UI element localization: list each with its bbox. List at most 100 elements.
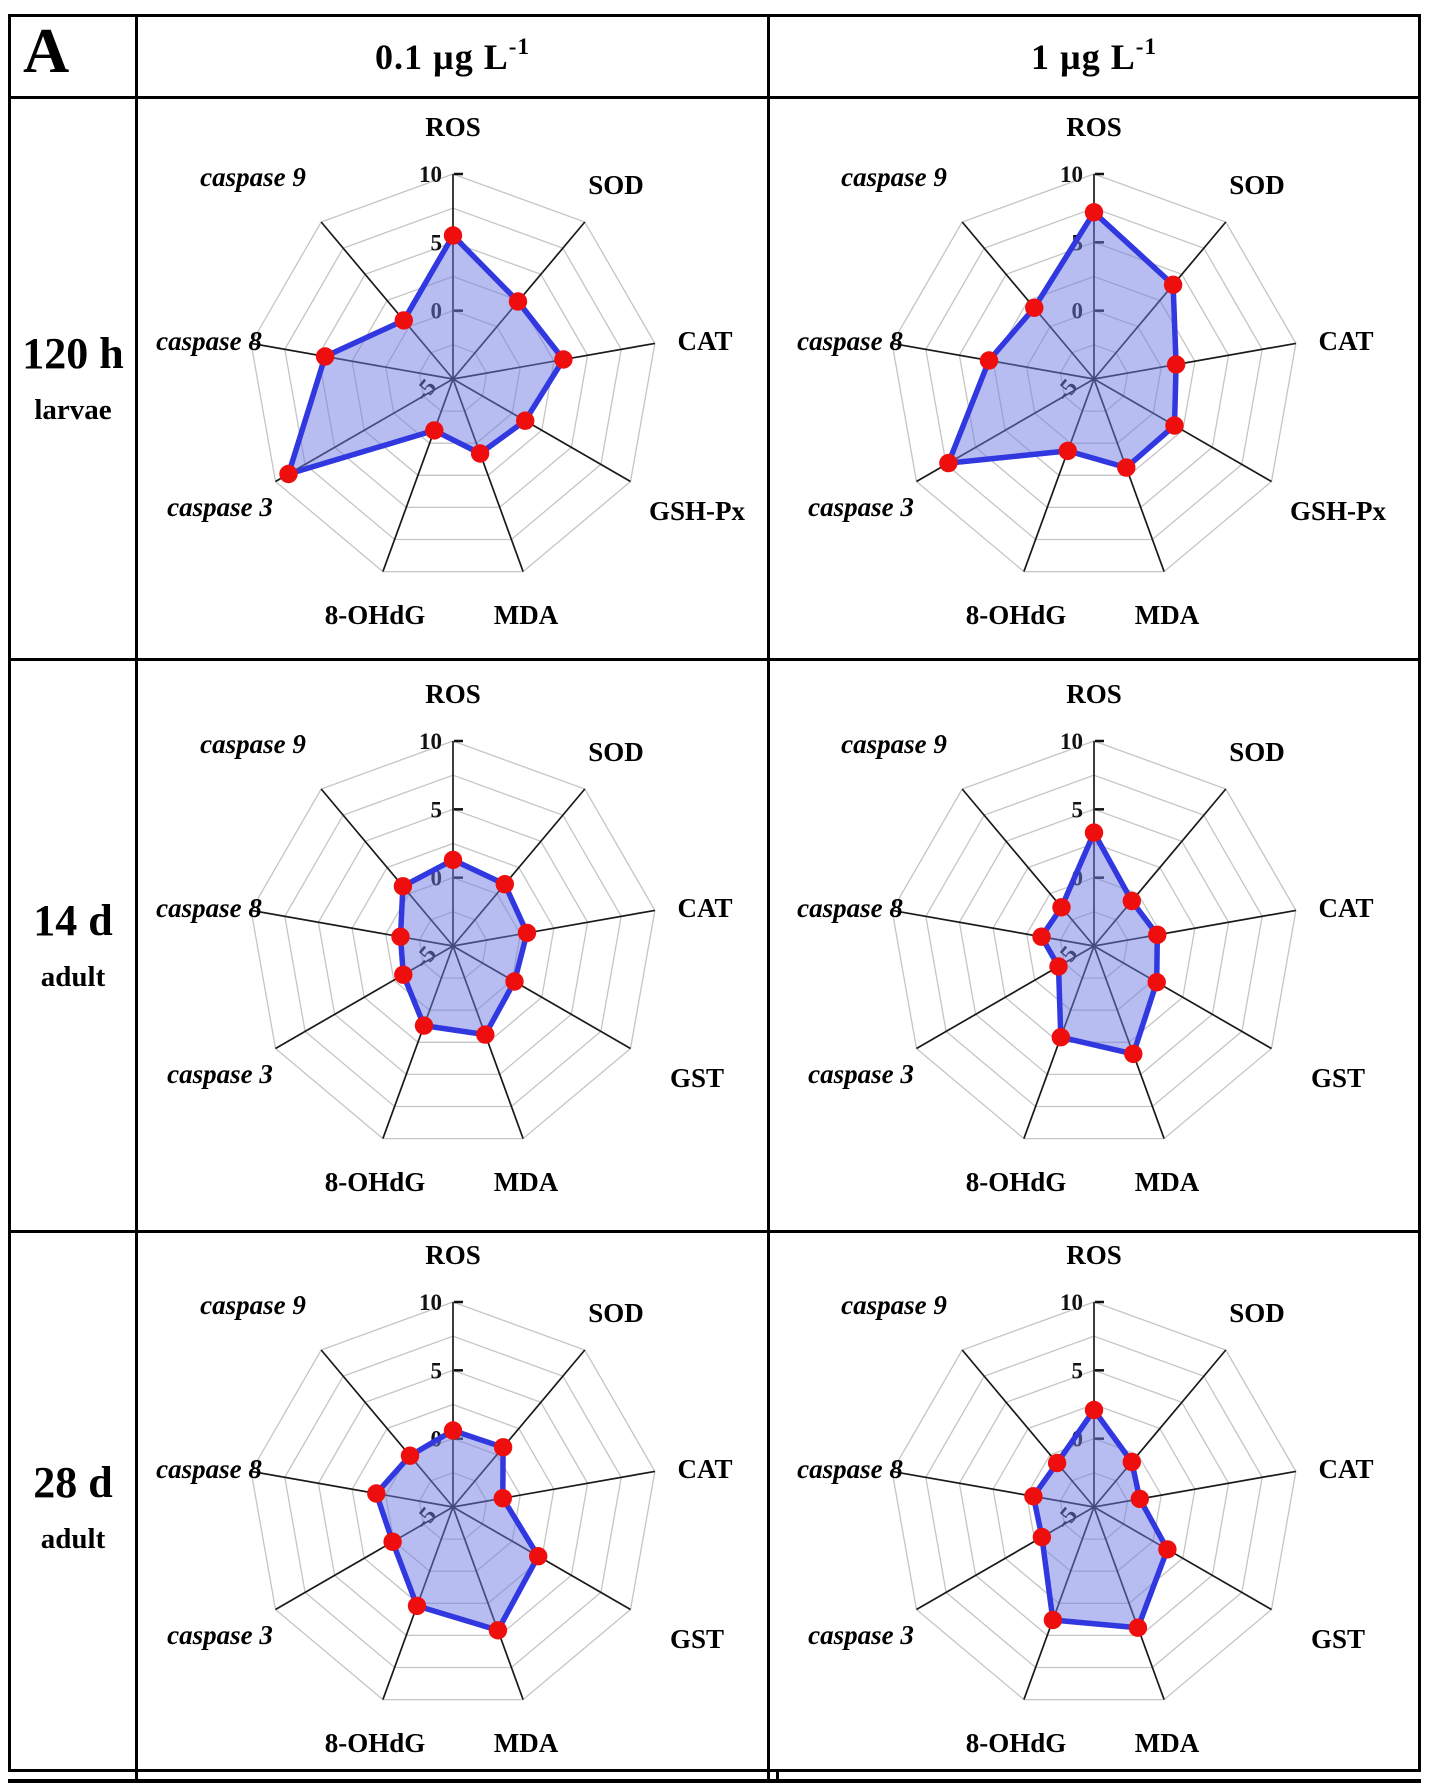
grid-ring [317, 241, 588, 508]
axis-label: caspase 3 [808, 1059, 914, 1089]
axis-label: SOD [1229, 1298, 1285, 1328]
data-point [443, 1421, 462, 1440]
data-point [528, 1547, 547, 1566]
tick-label: 10 [1060, 162, 1083, 187]
data-point [470, 443, 489, 463]
data-point [390, 927, 410, 946]
data-point [315, 346, 334, 366]
grid-ring [283, 1335, 622, 1669]
axis-label: ROS [1066, 679, 1122, 709]
column-header-high-dose-text: 1 µg L-1 [1031, 33, 1157, 77]
grid-ring [317, 1369, 588, 1637]
data-point [1084, 1400, 1104, 1420]
tick-label: 5 [430, 230, 442, 255]
next-panel-top-border [8, 1779, 1421, 1783]
column-header-low-dose-text: 0.1 µg L-1 [375, 33, 530, 77]
axis-label: caspase 8 [156, 893, 262, 923]
axis-label: caspase 8 [156, 1454, 262, 1484]
data-point [939, 453, 958, 472]
axis-label: MDA [1135, 1167, 1200, 1197]
axis-label: GST [669, 1624, 723, 1654]
column-header-low-dose: 0.1 µg L-1 [138, 17, 770, 99]
data-point [1025, 298, 1044, 317]
axis-label: ROS [425, 679, 481, 709]
axis-label: CAT [677, 1454, 732, 1484]
axis-label: caspase 9 [841, 162, 947, 192]
axis-label: SOD [588, 1298, 644, 1328]
axis-label: MDA [1135, 600, 1200, 630]
data-point [1166, 354, 1186, 374]
axis-label: caspase 3 [167, 1059, 273, 1089]
data-point [1124, 1044, 1143, 1063]
data-point [1128, 1618, 1148, 1637]
data-point [1148, 925, 1167, 944]
axis-label: caspase 8 [797, 893, 903, 923]
row-label-28d-adult: 28 d adult [11, 1233, 138, 1781]
data-point [493, 1438, 512, 1457]
data-point [515, 411, 534, 430]
axis-label: MDA [493, 1167, 558, 1197]
data-polygon [285, 232, 566, 477]
axis-label: 8-OHdG [966, 1167, 1067, 1197]
tick-label: 5 [1072, 1358, 1084, 1383]
grid-ring [891, 1301, 1297, 1701]
axis-label: caspase 9 [200, 1290, 306, 1320]
data-point [1047, 1453, 1067, 1473]
grid-ring [249, 172, 656, 572]
data-point [443, 225, 462, 245]
grid-ring [283, 774, 622, 1107]
axis-label: GSH-Px [1290, 496, 1387, 526]
data-point [382, 1532, 402, 1551]
time-label: 28 d [33, 1457, 113, 1507]
axis-label: MDA [493, 600, 558, 630]
axis-label: SOD [1229, 170, 1285, 200]
axis-label: GST [1311, 1063, 1365, 1093]
data-point [393, 965, 412, 984]
axis-label: CAT [677, 893, 732, 923]
axis-label: caspase 9 [841, 729, 947, 759]
superscript-exponent: -1 [508, 33, 530, 59]
axis-label: ROS [1066, 112, 1122, 142]
tick-label: 10 [419, 729, 442, 754]
data-point [475, 1024, 494, 1044]
results-table: A 0.1 µg L-1 1 µg L-1 120 h larvae 1050-… [8, 14, 1421, 1781]
data-point [278, 464, 298, 483]
data-point [508, 291, 527, 311]
data-point [504, 971, 524, 991]
data-point [1051, 1027, 1070, 1046]
data-point [488, 1621, 507, 1640]
grid-ring [283, 207, 622, 540]
data-polygon [373, 1427, 541, 1634]
grid-ring [958, 808, 1230, 1075]
data-point [1117, 457, 1136, 477]
data-point [394, 310, 413, 330]
data-point [414, 1015, 433, 1035]
tick-label: 5 [1072, 797, 1084, 822]
axis-label: caspase 3 [167, 1620, 273, 1650]
tick-label: 10 [1060, 1290, 1083, 1315]
axis-label: caspase 8 [156, 326, 262, 356]
data-point [1032, 927, 1051, 946]
superscript-exponent: -1 [1135, 33, 1157, 59]
axis-label: caspase 3 [167, 492, 273, 522]
data-point [443, 850, 462, 869]
data-point [553, 349, 573, 369]
axis-label: CAT [1318, 893, 1373, 923]
axis-label: caspase 3 [808, 492, 914, 522]
tick-label: 5 [430, 1358, 442, 1383]
data-point [393, 876, 412, 895]
data-point [495, 874, 514, 893]
axis-label: 8-OHdG [324, 600, 425, 630]
stage-label: larvae [34, 394, 112, 426]
axis-label: ROS [425, 1240, 481, 1270]
data-point [1052, 897, 1071, 916]
